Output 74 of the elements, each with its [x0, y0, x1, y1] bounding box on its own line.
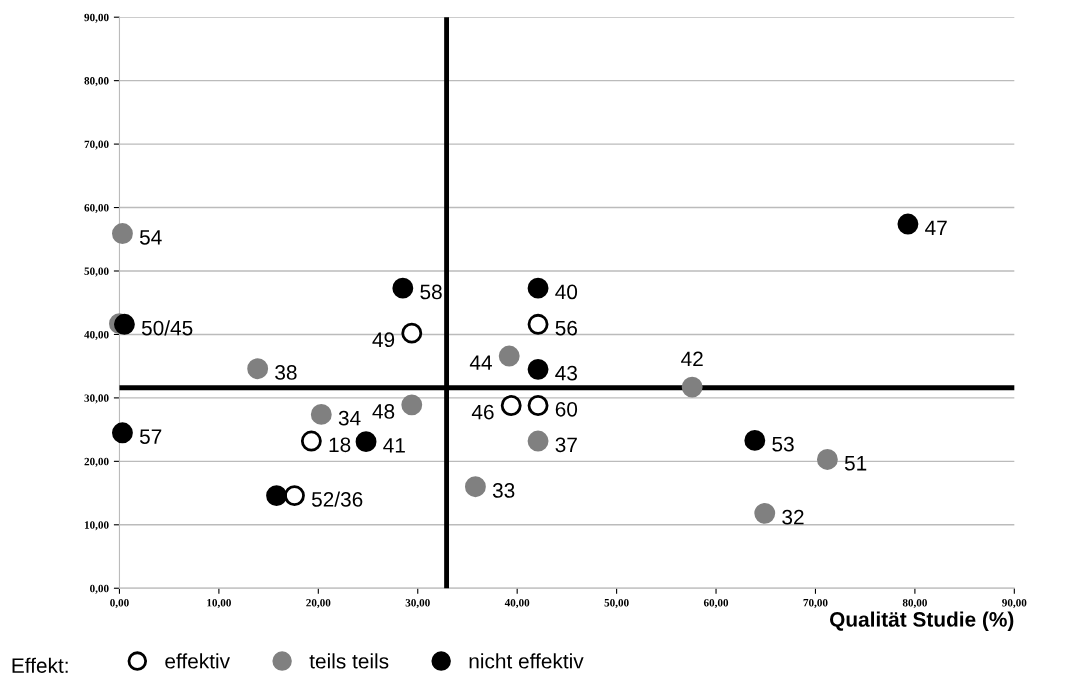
annotation: 32 — [782, 509, 804, 525]
x-tick-label: 50,00 — [604, 598, 629, 609]
annotation: 47 — [925, 220, 947, 235]
y-tick-label: 20,00 — [84, 457, 109, 467]
annotation: 52/36 — [311, 491, 363, 507]
point — [527, 277, 549, 299]
annotation: 58 — [420, 284, 442, 300]
point — [112, 422, 133, 444]
annotation: 33 — [492, 483, 515, 498]
point — [401, 394, 423, 416]
point — [266, 485, 287, 507]
annotation: 56 — [555, 320, 577, 336]
point — [744, 429, 766, 451]
x-tick-label: 80,00 — [902, 598, 927, 609]
point — [816, 448, 838, 470]
annotation: 49 — [372, 332, 395, 348]
y-tick-label: 0,00 — [90, 584, 109, 594]
annotation: 60 — [555, 401, 578, 417]
point — [527, 313, 549, 335]
point — [392, 277, 414, 299]
x-tick-label: 10,00 — [207, 598, 231, 609]
annotation: 38 — [275, 365, 297, 380]
y-tick-label: 10,00 — [84, 521, 109, 531]
annotation: 46 — [471, 404, 494, 420]
legend-label: teils teils — [309, 653, 389, 669]
y-tick-label: 50,00 — [84, 267, 109, 277]
annotation: 54 — [139, 230, 162, 245]
point — [897, 213, 919, 235]
point — [527, 395, 549, 416]
annotation: 43 — [555, 365, 577, 381]
y-tick-label: 70,00 — [84, 140, 109, 150]
point — [754, 502, 776, 524]
legend-label: nicht effektiv — [469, 653, 584, 669]
annotation: 44 — [469, 355, 492, 370]
legend-title: Effekt: — [12, 657, 68, 673]
point — [498, 345, 520, 367]
annotation: 48 — [372, 404, 395, 419]
x-tick-label: 30,00 — [405, 598, 430, 609]
point — [300, 430, 322, 452]
x-tick-label: 0,00 — [110, 598, 129, 609]
point — [113, 313, 135, 335]
annotation: 53 — [772, 436, 794, 452]
legend-label: effektiv — [165, 653, 230, 669]
point — [527, 430, 549, 452]
point — [247, 358, 269, 380]
y-tick-label: 40,00 — [84, 330, 109, 341]
annotation: 37 — [555, 437, 577, 453]
x-tick-label: 40,00 — [504, 598, 530, 609]
point — [310, 403, 332, 425]
point — [681, 376, 703, 398]
x-tick-label: 60,00 — [703, 598, 729, 609]
x-tick-label: 90,00 — [1002, 598, 1027, 609]
annotation: 57 — [139, 429, 162, 444]
x-tick-label: 70,00 — [803, 598, 828, 609]
y-tick-label: 90,00 — [84, 13, 109, 23]
x-tick-label: 20,00 — [306, 598, 331, 609]
y-tick-label: 30,00 — [84, 394, 109, 404]
annotation: 42 — [681, 351, 703, 367]
annotation: 18 — [329, 437, 351, 453]
annotation: 41 — [383, 438, 405, 453]
y-tick-label: 60,00 — [84, 204, 109, 214]
point — [355, 431, 377, 453]
point — [401, 322, 423, 344]
point — [284, 485, 305, 507]
annotation: 51 — [844, 456, 867, 471]
point — [112, 223, 133, 245]
annotation: 40 — [555, 284, 578, 300]
x-axis-title: Qualität Studie (%) — [830, 611, 1014, 631]
y-tick-label: 80,00 — [84, 77, 109, 87]
point — [464, 476, 486, 498]
annotation: 34 — [338, 410, 361, 426]
annotation: 50/45 — [141, 320, 193, 336]
point — [527, 358, 549, 380]
point — [500, 395, 522, 416]
